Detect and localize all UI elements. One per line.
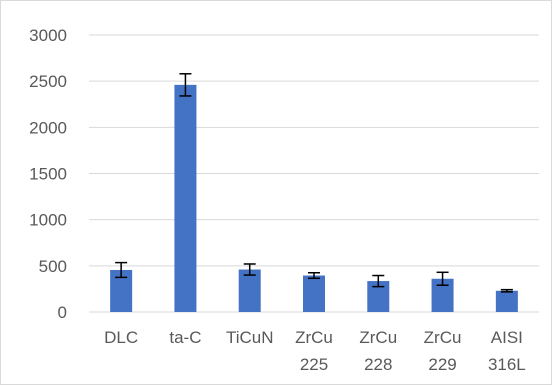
error-bar <box>115 261 128 279</box>
x-category-label: ZrCu <box>424 328 462 347</box>
bar <box>174 84 197 312</box>
y-tick-label: 2000 <box>29 118 67 137</box>
error-bar <box>436 271 449 286</box>
error-bar <box>372 274 385 288</box>
x-category-label: DLC <box>104 328 138 347</box>
x-category-label: ZrCu <box>295 328 333 347</box>
error-bar <box>243 263 256 276</box>
x-category-label: AISI <box>491 328 523 347</box>
x-category-label: ta-C <box>169 328 201 347</box>
error-bar <box>179 73 192 97</box>
y-axis-tick-labels: 0 500 1000 1500 2000 2500 3000 <box>29 26 67 322</box>
x-category-label: 228 <box>364 355 392 374</box>
error-bar <box>500 288 513 293</box>
error-bar <box>308 272 320 280</box>
bar <box>431 278 454 312</box>
bar <box>495 290 518 312</box>
y-tick-label: 1500 <box>29 165 67 184</box>
y-tick-label: 2500 <box>29 72 67 91</box>
gridlines <box>89 34 539 313</box>
error-bars <box>115 73 513 293</box>
y-tick-label: 1000 <box>29 211 67 230</box>
y-tick-label: 0 <box>58 303 67 322</box>
bar <box>238 269 261 312</box>
x-category-label: 225 <box>300 355 328 374</box>
x-category-label: 229 <box>428 355 456 374</box>
bar <box>110 269 133 312</box>
y-tick-label: 3000 <box>29 26 67 45</box>
y-tick-label: 500 <box>39 257 67 276</box>
bar <box>303 275 325 312</box>
x-axis-category-labels: DLC ta-C TiCuN ZrCu 225 ZrCu 228 ZrCu 229 AISI 316… <box>104 328 526 374</box>
x-category-label: ZrCu <box>359 328 397 347</box>
x-category-label: TiCuN <box>226 328 274 347</box>
bar <box>367 281 390 312</box>
x-category-label: 316L <box>488 355 526 374</box>
bars <box>110 84 518 312</box>
